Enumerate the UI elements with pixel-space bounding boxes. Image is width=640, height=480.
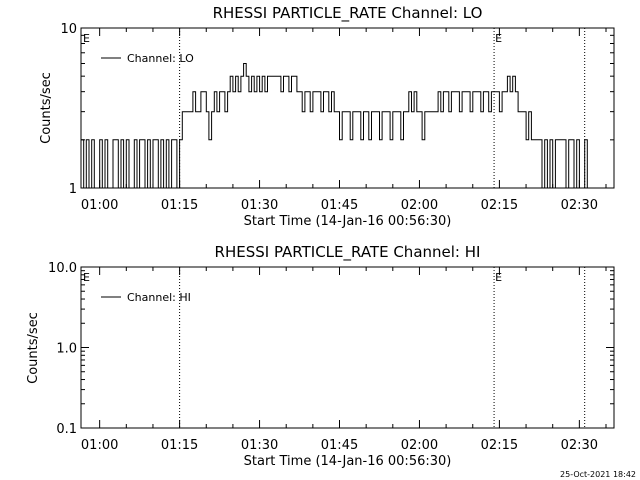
x-tick-label: 01:00 <box>81 438 118 453</box>
x-tick-label: 01:15 <box>161 198 198 213</box>
y-tick-label: 10 <box>60 22 77 37</box>
y-tick-label: 1 <box>69 182 77 197</box>
legend-label: Channel: LO <box>127 52 194 65</box>
y-tick-label: 0.1 <box>56 422 77 437</box>
y-tick-label: 10.0 <box>48 261 77 276</box>
footer-timestamp: 25-Oct-2021 18:42 <box>560 470 636 479</box>
x-tick-label: 01:45 <box>321 438 358 453</box>
x-tick-label: 01:15 <box>161 438 198 453</box>
x-tick-label: 02:15 <box>481 198 518 213</box>
time-marker-label: E <box>495 32 502 45</box>
y-tick-label: 1.0 <box>56 342 77 357</box>
plot-frame <box>80 27 615 189</box>
x-tick-label: 01:30 <box>241 438 278 453</box>
x-tick-label: 02:15 <box>481 438 518 453</box>
x-axis-label: Start Time (14-Jan-16 00:56:30) <box>244 214 452 229</box>
x-tick-label: 01:30 <box>241 198 278 213</box>
series-line <box>81 63 590 189</box>
y-axis-label: Counts/sec <box>39 72 54 144</box>
x-tick-label: 01:00 <box>81 198 118 213</box>
y-axis-label: Counts/sec <box>26 312 41 384</box>
x-tick-label: 02:30 <box>561 438 598 453</box>
chart-title: RHESSI PARTICLE_RATE Channel: LO <box>213 4 483 23</box>
x-axis-label: Start Time (14-Jan-16 00:56:30) <box>244 454 452 469</box>
start-marker-label: E <box>83 271 90 284</box>
time-marker-label: E <box>495 271 502 284</box>
start-marker-label: E <box>83 32 90 45</box>
chart-panel-lo: RHESSI PARTICLE_RATE Channel: LO 01:00 01:… <box>39 4 615 229</box>
x-tick-label: 02:00 <box>401 438 438 453</box>
x-tick-label: 02:00 <box>401 198 438 213</box>
x-tick-label: 02:30 <box>561 198 598 213</box>
chart-title: RHESSI PARTICLE_RATE Channel: HI <box>215 243 481 262</box>
chart-panel-hi: RHESSI PARTICLE_RATE Channel: HI 01:00 01:… <box>26 243 615 469</box>
x-tick-label: 01:45 <box>321 198 358 213</box>
legend-label: Channel: HI <box>127 291 191 304</box>
